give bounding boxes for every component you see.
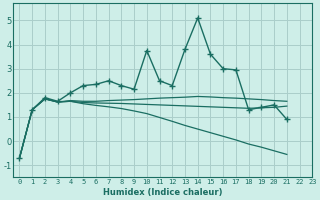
X-axis label: Humidex (Indice chaleur): Humidex (Indice chaleur): [103, 188, 222, 197]
